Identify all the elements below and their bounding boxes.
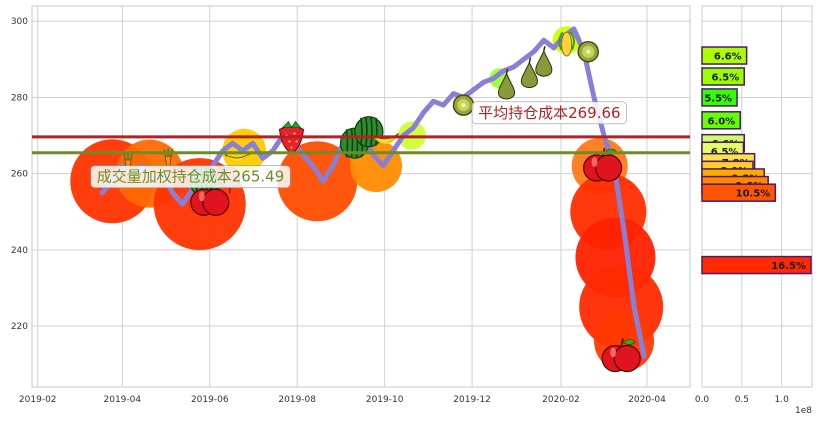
- pear-icon: [520, 57, 538, 89]
- apple-stem: [620, 338, 625, 347]
- pear-body: [520, 61, 538, 89]
- x-tick-label: 2020-04: [628, 395, 666, 405]
- volume-bar-rect: [701, 111, 742, 130]
- apple-shine: [198, 191, 205, 202]
- strawberry-seed: [293, 132, 296, 135]
- x-tick-label: 2019-10: [366, 395, 404, 405]
- side-x-tick-label: 0.0: [695, 395, 710, 405]
- y-tick-label: 260: [11, 170, 28, 180]
- side-x-tick-label: 0.5: [735, 395, 749, 405]
- apple-body: [202, 188, 230, 216]
- strawberry-seed: [290, 146, 293, 149]
- banana-body: [226, 154, 250, 164]
- apple-leaf: [622, 339, 636, 345]
- y-tick-label: 300: [11, 17, 28, 27]
- melon-stripe: [345, 129, 349, 158]
- main-y-tick-labels: 220 240 260 280 300: [11, 17, 28, 332]
- volume-bar: 6.5%: [701, 67, 745, 86]
- volume-bar-label: 10.5%: [736, 189, 771, 200]
- y-tick-label: 280: [11, 93, 28, 103]
- apple-shine: [591, 157, 598, 167]
- melon-stripe: [365, 117, 368, 146]
- reference-line-layer: 平均持仓成本269.66 成交量加权持仓成本265.49: [32, 101, 690, 189]
- pear-stem: [543, 46, 546, 52]
- volume-bar: 6.6%: [701, 46, 748, 65]
- main-x-tick-labels: 2019-02 2019-04 2019-06 2019-08 2019-10 2019-…: [19, 395, 666, 405]
- volume-bar-label: 6.5%: [711, 147, 739, 158]
- volume-bar-rect: [701, 255, 812, 275]
- x-tick-label: 2020-02: [542, 395, 580, 405]
- volume-bar-label: 6.0%: [708, 116, 736, 127]
- kiwi-core: [461, 103, 466, 108]
- kiwi-core: [586, 49, 591, 54]
- watermelon-icon: [354, 116, 384, 148]
- reference-line-label: 成交量加权持仓成本265.49: [97, 168, 285, 186]
- volume-bar-rect: [701, 67, 745, 86]
- volume-bar-rect: [701, 46, 748, 65]
- strawberry-leaves: [281, 120, 302, 129]
- apple-icon: [601, 338, 641, 373]
- reference-line-label: 平均持仓成本269.66: [478, 104, 621, 122]
- volume-bar-label: 6.6%: [714, 52, 742, 63]
- side-x-offset-label: 1e8: [795, 406, 812, 416]
- pear-stem: [505, 68, 509, 75]
- fruit-marker-layer: [123, 31, 641, 373]
- side-x-tick-labels: 0.0 0.5 1.0: [695, 395, 789, 405]
- apple-icon: [190, 182, 230, 216]
- apple-body: [613, 344, 641, 373]
- kiwi-icon: [577, 40, 599, 63]
- x-tick-label: 2019-02: [19, 395, 57, 405]
- x-tick-label: 2019-08: [278, 395, 316, 405]
- volume-bar-label: 5.5%: [704, 93, 732, 104]
- pear-body: [535, 50, 553, 77]
- volume-bar-label: 6.5%: [712, 72, 740, 83]
- x-tick-label: 2019-06: [191, 395, 229, 405]
- corn-icon: [558, 31, 575, 57]
- melon-body: [354, 116, 384, 148]
- kiwi-icon: [452, 94, 475, 116]
- y-tick-label: 240: [11, 246, 28, 256]
- volume-bar-layer: 6.6%6.5%5.5%6.0%6.6%6.5%7.8%8.0%9.8%9.6%…: [701, 46, 812, 275]
- reference-label-box: [471, 101, 627, 125]
- volume-bar-rect: [701, 88, 738, 107]
- pear-body: [497, 72, 516, 100]
- strawberry-seed: [288, 140, 291, 143]
- melon-stripe: [350, 129, 354, 158]
- apple-shine: [610, 347, 617, 358]
- strawberry-body: [278, 126, 305, 155]
- corn-cob: [561, 31, 573, 57]
- volume-bar: 6.0%: [701, 111, 742, 130]
- x-tick-label: 2019-04: [104, 395, 142, 405]
- strawberry-icon: [278, 120, 305, 155]
- volume-bar: 5.5%: [701, 88, 738, 107]
- pear-icon: [497, 68, 516, 100]
- y-tick-label: 220: [11, 322, 28, 332]
- corn-husk: [558, 31, 575, 51]
- side-x-tick-label: 1.0: [775, 395, 790, 405]
- volume-bar: 16.5%: [701, 255, 812, 275]
- melon-stripe: [370, 117, 373, 146]
- reference-label-box: [90, 165, 291, 189]
- strawberry-seed: [295, 140, 298, 143]
- apple-body: [594, 154, 623, 182]
- x-tick-label: 2019-12: [453, 395, 491, 405]
- volume-bar: 10.5%: [701, 183, 777, 202]
- pear-stem: [528, 57, 532, 63]
- pear-icon: [535, 46, 553, 77]
- volume-bar-label: 16.5%: [771, 261, 806, 272]
- melon-stripe: [375, 117, 378, 146]
- melon-stripe: [360, 117, 363, 146]
- volume-bar-rect: [701, 183, 777, 202]
